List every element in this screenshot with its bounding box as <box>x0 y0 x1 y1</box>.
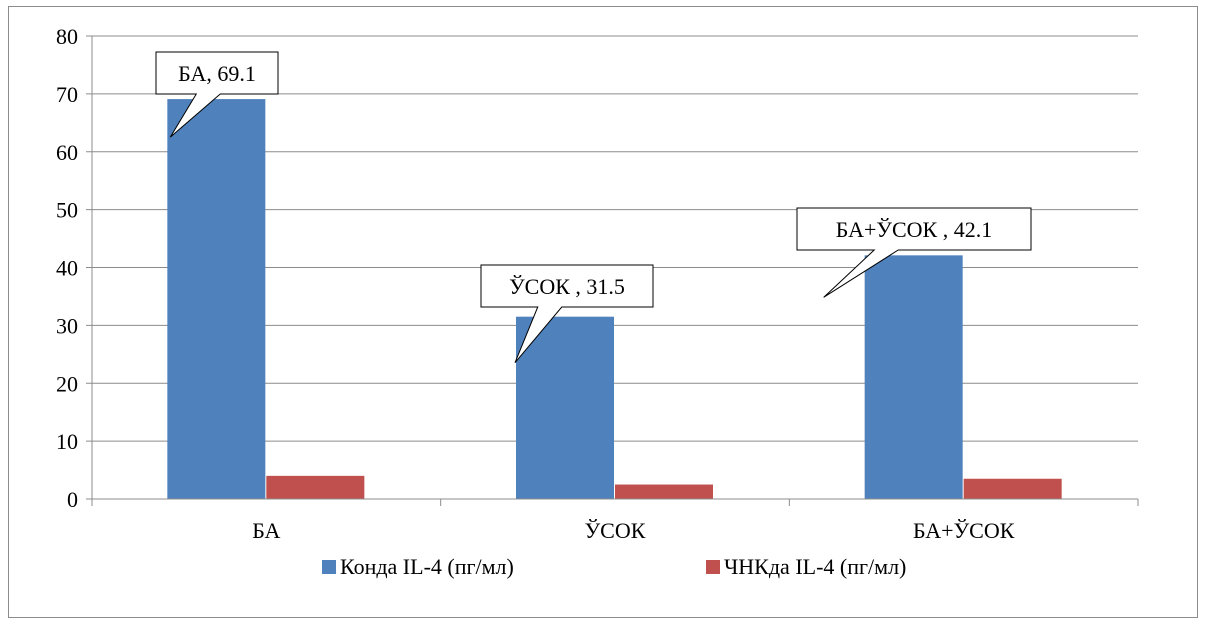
x-category-label: БА+ЎСОК <box>913 518 1015 543</box>
x-category-label: БА <box>252 518 280 543</box>
bar-series1-1 <box>516 316 614 499</box>
y-tick-label: 20 <box>56 371 78 396</box>
y-tick-label: 60 <box>56 140 78 165</box>
callout-label: ЎСОК , 31.5 <box>509 274 625 299</box>
callout-bubble <box>480 264 654 364</box>
y-tick-label: 80 <box>56 24 78 49</box>
bar-series1-0 <box>167 99 266 500</box>
bar-series2-0 <box>266 475 365 499</box>
bar-series2-2 <box>963 478 1062 499</box>
legend-swatch-2 <box>706 560 720 574</box>
bar-series1-2 <box>864 255 963 499</box>
callout-bubble <box>796 207 1032 298</box>
x-category-label: ЎСОК <box>585 518 646 543</box>
callout-label: БА, 69.1 <box>178 61 256 86</box>
axes: 0 10 20 30 40 50 60 70 80 БА ЎСОК БА+ЎСОК <box>56 24 1139 543</box>
y-tick-label: 30 <box>56 313 78 338</box>
legend-label-1: Конда IL-4 (пг/мл) <box>340 554 514 579</box>
gridlines <box>92 35 1138 442</box>
y-tick-label: 10 <box>56 429 78 454</box>
callouts: БА, 69.1 ЎСОК , 31.5 БА+ЎСОК , 42.1 <box>155 51 1032 364</box>
bar-series2-1 <box>615 484 713 499</box>
legend-swatch-1 <box>322 560 336 574</box>
legend: Конда IL-4 (пг/мл) ЧНКда IL-4 (пг/мл) <box>322 554 906 579</box>
y-tick-label: 40 <box>56 256 78 281</box>
y-tick-label: 0 <box>67 487 78 512</box>
callout-label: БА+ЎСОК , 42.1 <box>836 217 992 242</box>
y-tick-label: 50 <box>56 198 78 223</box>
callout-bubble <box>155 51 279 138</box>
y-tick-label: 70 <box>56 82 78 107</box>
legend-label-2: ЧНКда IL-4 (пг/мл) <box>724 554 906 579</box>
bars <box>167 99 1062 500</box>
